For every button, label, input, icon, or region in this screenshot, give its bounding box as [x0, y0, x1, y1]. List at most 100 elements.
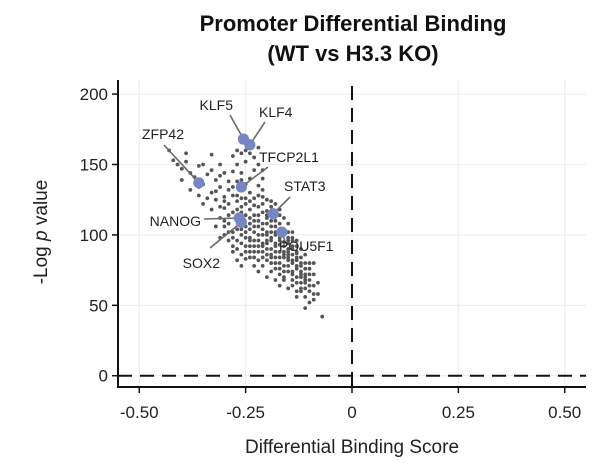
data-point	[243, 196, 248, 201]
data-point	[273, 202, 278, 206]
data-point	[282, 275, 286, 280]
data-point	[256, 258, 261, 263]
data-point	[286, 238, 291, 243]
data-point	[286, 235, 291, 240]
data-point	[243, 159, 248, 164]
data-point	[299, 247, 303, 251]
data-point	[260, 210, 265, 215]
data-point	[269, 252, 274, 257]
reference-lines	[118, 86, 586, 387]
chart-title: Promoter Differential Binding	[200, 11, 507, 36]
data-point	[252, 168, 257, 173]
data-point	[277, 272, 282, 277]
data-point	[260, 263, 265, 268]
y-tick-label: 200	[80, 85, 108, 104]
data-point	[277, 238, 282, 243]
gene-labels: KLF5 KLF4 ZFP42 TFCP2L1 STAT3 NANOG SOX2 POU5F1	[142, 97, 334, 271]
data-point	[222, 171, 227, 175]
data-point	[226, 187, 231, 192]
gene-label: POU5F1	[279, 238, 334, 254]
data-point	[243, 202, 248, 206]
data-point	[226, 221, 231, 226]
data-point	[222, 199, 227, 204]
data-point	[294, 238, 299, 243]
data-point	[196, 164, 201, 168]
data-point	[230, 249, 235, 254]
data-point	[265, 233, 269, 237]
data-point	[260, 176, 265, 181]
data-point	[294, 280, 299, 285]
data-point	[299, 289, 303, 294]
data-point	[299, 269, 303, 274]
y-axis-title-suffix: value	[31, 180, 52, 231]
data-point	[252, 244, 257, 249]
data-point	[290, 238, 295, 243]
data-point	[269, 199, 274, 204]
data-point	[213, 178, 218, 182]
data-point	[179, 178, 184, 182]
data-point	[230, 244, 235, 249]
data-point	[282, 269, 286, 274]
data-point	[269, 269, 274, 274]
data-point	[286, 263, 291, 268]
data-point	[213, 224, 218, 229]
data-point	[303, 261, 308, 265]
data-point	[316, 292, 320, 296]
data-point	[294, 258, 299, 263]
data-point	[299, 280, 303, 285]
data-point	[235, 199, 240, 204]
data-point	[252, 224, 257, 229]
data-point	[290, 261, 295, 265]
data-point	[265, 247, 269, 251]
data-point	[222, 224, 227, 229]
data-point	[235, 179, 240, 184]
gene-label: SOX2	[183, 255, 221, 271]
data-point	[256, 233, 261, 237]
data-point	[290, 258, 295, 263]
x-tick-label: 0.50	[548, 403, 581, 422]
data-point	[273, 244, 278, 249]
data-point	[201, 202, 205, 206]
data-point	[269, 261, 274, 265]
data-point	[252, 249, 257, 254]
data-point	[294, 249, 299, 254]
data-point	[290, 244, 295, 249]
data-point	[286, 249, 291, 254]
gene-label: KLF5	[200, 97, 234, 113]
data-point	[311, 292, 316, 296]
data-point	[269, 247, 274, 251]
data-point	[303, 252, 308, 257]
data-point	[235, 162, 240, 167]
data-point	[311, 283, 316, 288]
data-point	[243, 230, 248, 234]
data-point	[230, 193, 235, 198]
data-point	[252, 203, 257, 208]
data-point	[247, 216, 252, 220]
data-point	[260, 187, 265, 192]
data-point	[218, 173, 223, 178]
data-point	[286, 286, 291, 291]
data-point	[247, 235, 252, 240]
highlighted-points	[193, 133, 288, 238]
data-point	[260, 202, 265, 206]
data-point	[235, 258, 240, 263]
data-point	[247, 249, 252, 254]
data-point	[265, 197, 269, 202]
data-point	[184, 151, 188, 156]
data-point	[235, 238, 240, 243]
data-point	[218, 185, 223, 189]
data-point	[269, 204, 274, 209]
data-point	[256, 218, 261, 223]
data-point	[299, 275, 303, 280]
data-point	[209, 207, 214, 212]
data-point	[273, 233, 278, 237]
data-point	[239, 204, 244, 209]
data-point	[260, 249, 265, 254]
data-point	[269, 224, 274, 229]
data-point	[282, 244, 286, 249]
data-point	[260, 244, 265, 249]
data-point	[294, 255, 299, 260]
data-point	[303, 280, 308, 285]
data-point	[247, 151, 252, 156]
data-point	[320, 314, 325, 319]
